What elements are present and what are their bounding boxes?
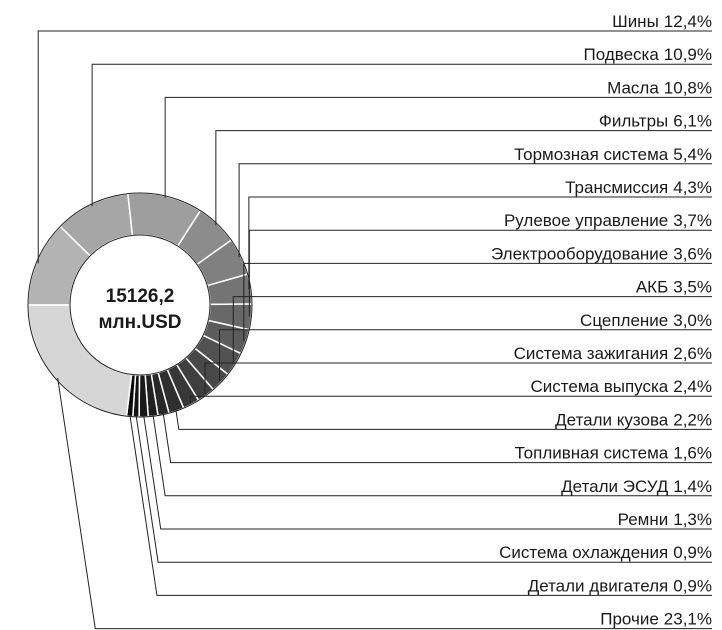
leader-line — [219, 329, 712, 381]
category-name: Рулевое управление — [504, 211, 668, 230]
slice-label: Трансмиссия 4,3% — [565, 178, 712, 197]
category-name: Прочие — [600, 610, 659, 629]
category-name: Детали кузова — [555, 410, 669, 429]
value-label: 12,4% — [664, 12, 712, 31]
leader-line — [37, 30, 712, 264]
value-label: 10,8% — [664, 78, 712, 97]
value-label: 6,1% — [673, 112, 712, 131]
slice-label: Шины 12,4% — [612, 12, 712, 31]
slice-label: Топливная система 1,6% — [515, 444, 712, 463]
value-label: 10,9% — [664, 45, 712, 64]
value-label: 23,1% — [664, 610, 712, 629]
leader-line — [135, 414, 712, 563]
slice-label: Система охлаждения 0,9% — [499, 543, 712, 562]
leader-line — [164, 96, 712, 198]
leader-line — [248, 196, 712, 290]
leader-line — [204, 362, 712, 394]
value-label: 1,6% — [673, 444, 712, 463]
category-name: Трансмиссия — [565, 178, 668, 197]
category-name: Подвеска — [584, 45, 660, 64]
category-name: Фильтры — [599, 112, 668, 131]
center-label: млн.USD — [99, 312, 182, 333]
leader-line — [232, 296, 712, 364]
slice-label: Детали кузова 2,2% — [555, 410, 712, 429]
slice-label: Детали двигателя 0,9% — [528, 576, 712, 595]
slice-label: Система зажигания 2,6% — [514, 344, 712, 363]
slice-label: Тормозная система 5,4% — [514, 145, 712, 164]
category-name: Сцепление — [580, 311, 668, 330]
leader-line — [175, 408, 712, 430]
value-label: 3,6% — [673, 244, 712, 263]
slice-label: Детали ЭСУД 1,4% — [561, 477, 712, 496]
slice-label: Подвеска 10,9% — [584, 45, 712, 64]
value-label: 1,3% — [673, 510, 712, 529]
value-label: 3,0% — [673, 311, 712, 330]
slice-label: Электрооборудование 3,6% — [491, 244, 712, 263]
leader-line — [243, 262, 712, 342]
donut-hole — [69, 234, 211, 376]
category-name: Система выпуска — [531, 377, 669, 396]
leader-line — [248, 229, 712, 317]
donut-outline — [27, 192, 253, 418]
category-name: Система охлаждения — [499, 543, 668, 562]
value-label: 0,9% — [673, 576, 712, 595]
leader-line — [91, 63, 712, 206]
slice-label: Система выпуска 2,4% — [531, 377, 712, 396]
slice-label: Ремни 1,3% — [618, 510, 712, 529]
leader-line — [162, 412, 712, 464]
value-label: 3,5% — [673, 278, 712, 297]
leader-line — [189, 395, 712, 403]
value-label: 0,9% — [673, 543, 712, 562]
slice-label: Фильтры 6,1% — [599, 112, 712, 131]
category-name: Электрооборудование — [491, 244, 668, 263]
leader-line — [143, 414, 712, 530]
slice-label: Рулевое управление 3,7% — [504, 211, 712, 230]
category-name: Масла — [607, 78, 659, 97]
slice-label: АКБ 3,5% — [636, 278, 712, 297]
center-label: 15126,2 — [106, 286, 175, 307]
value-label: 3,7% — [673, 211, 712, 230]
leader-line — [152, 414, 712, 497]
slice-label: Сцепление 3,0% — [580, 311, 712, 330]
leader-line — [57, 377, 712, 630]
category-name: Топливная система — [515, 444, 669, 463]
leader-line — [215, 130, 712, 226]
leader-line — [238, 163, 712, 258]
value-label: 2,4% — [673, 377, 712, 396]
value-label: 1,4% — [673, 477, 712, 496]
category-name: АКБ — [636, 278, 668, 297]
category-name: Детали двигателя — [528, 576, 669, 595]
value-label: 4,3% — [673, 178, 712, 197]
value-label: 5,4% — [673, 145, 712, 164]
category-name: Детали ЭСУД — [561, 477, 669, 496]
slice-label: Прочие 23,1% — [600, 610, 712, 629]
slice-label: Масла 10,8% — [607, 78, 712, 97]
value-label: 2,6% — [673, 344, 712, 363]
category-name: Шины — [612, 12, 659, 31]
value-label: 2,2% — [673, 410, 712, 429]
category-name: Система зажигания — [514, 344, 669, 363]
leader-line — [129, 414, 712, 596]
category-name: Ремни — [618, 510, 669, 529]
category-name: Тормозная система — [514, 145, 669, 164]
